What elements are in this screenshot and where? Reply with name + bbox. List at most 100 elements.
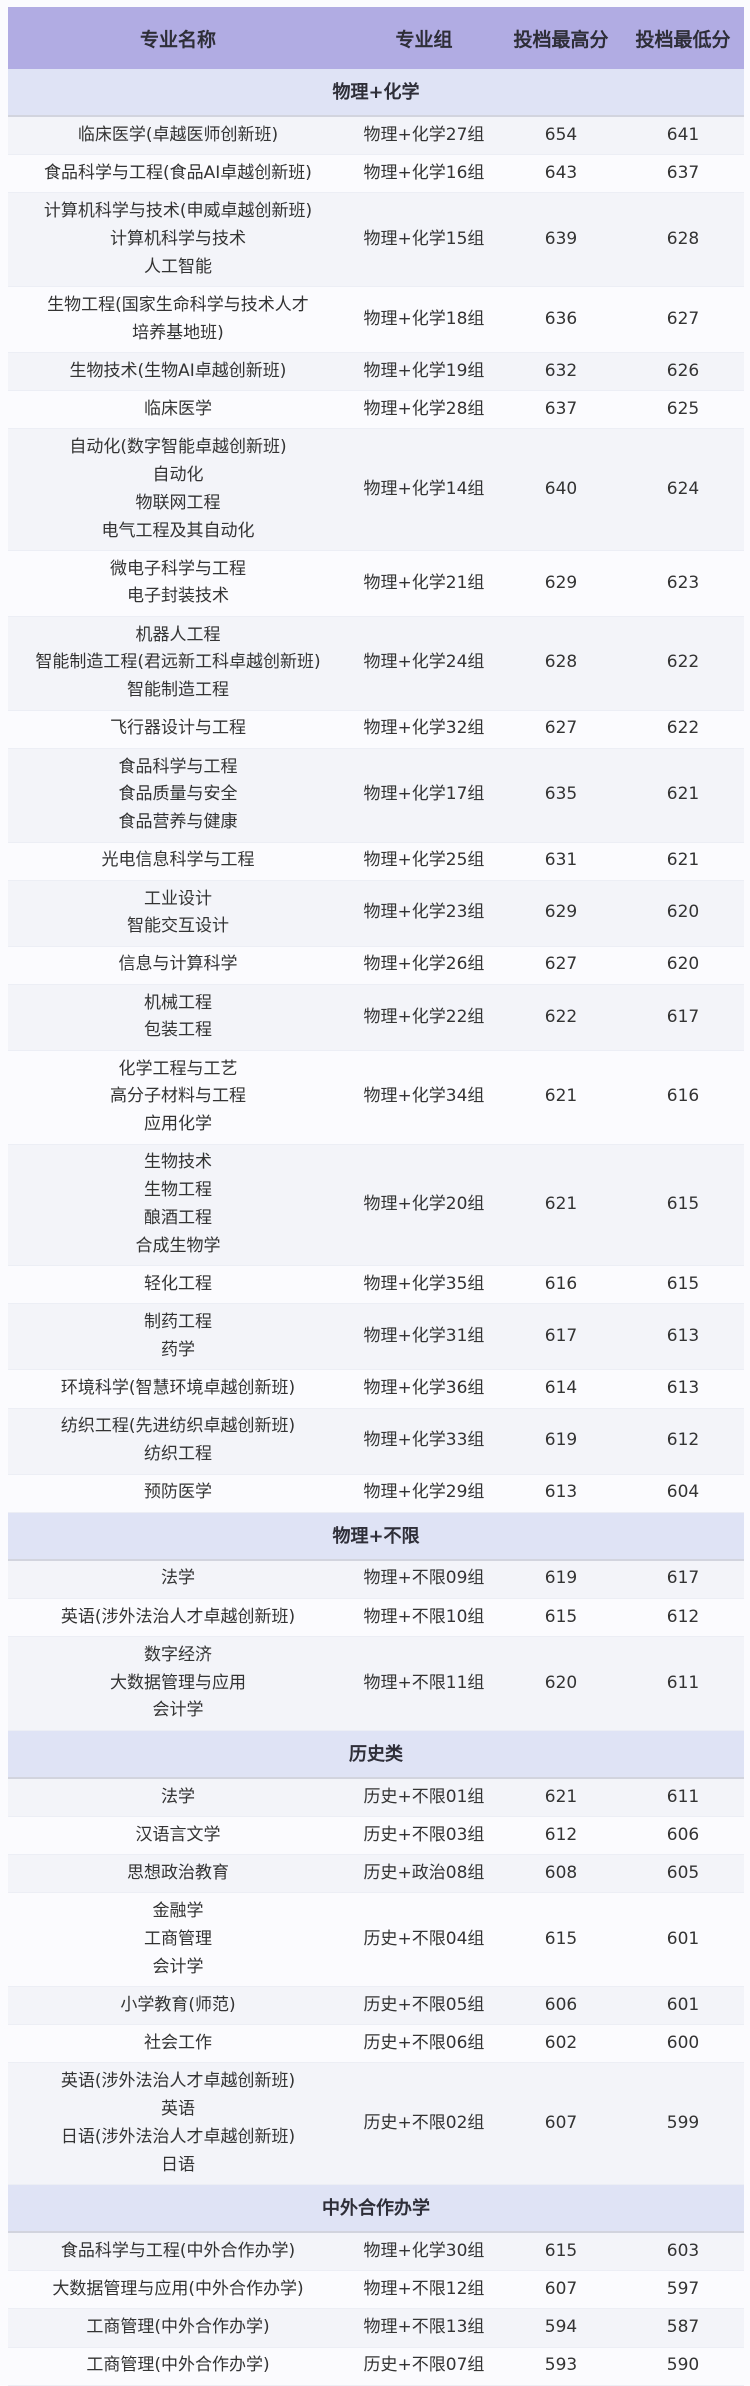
major-group: 物理+化学26组 — [363, 954, 485, 975]
major-name: 思想政治教育 — [127, 1862, 229, 1883]
table-row: 生物技术(生物AI卓越创新班) 物理+化学19组 632 626 — [8, 353, 744, 392]
major-name: 制药工程 — [144, 1312, 212, 1333]
major-group: 物理+化学24组 — [363, 652, 485, 673]
major-group: 物理+化学35组 — [363, 1273, 485, 1294]
max-score: 594 — [544, 2317, 578, 2338]
major-name: 纺织工程(先进纺织卓越创新班) — [60, 1416, 296, 1437]
table-row: 机械工程包装工程 物理+化学22组 622 617 — [8, 984, 744, 1051]
min-score: 606 — [666, 1824, 700, 1845]
major-group: 物理+化学22组 — [363, 1006, 485, 1027]
major-group: 物理+化学29组 — [363, 1482, 485, 1503]
major-name: 汉语言文学 — [135, 1824, 221, 1845]
major-name: 食品科学与工程 — [118, 756, 238, 777]
table-row: 数字经济 大数据管理与应用 会计学 物理+不限11组 620 611 — [8, 1637, 744, 1731]
min-score: 617 — [666, 1568, 700, 1589]
major-name-cell: 法学 — [8, 1565, 348, 1593]
major-group: 历史+不限01组 — [363, 1786, 485, 1807]
major-name-cell: 英语(涉外法治人才卓越创新班) — [8, 1604, 348, 1632]
major-name: 纺织工程 — [144, 1444, 212, 1465]
major-name: 酿酒工程 — [144, 1207, 212, 1228]
major-name: 食品科学与工程(食品AI卓越创新班) — [44, 162, 312, 183]
major-name: 智能交互设计 — [127, 916, 229, 937]
min-score: 620 — [666, 954, 700, 975]
min-score: 611 — [666, 1672, 700, 1693]
max-score: 621 — [544, 1194, 578, 1215]
max-score: 608 — [544, 1862, 578, 1883]
major-name: 大数据管理与应用 — [110, 1672, 246, 1693]
max-score: 629 — [544, 902, 578, 923]
max-score: 602 — [544, 2032, 578, 2053]
min-score: 600 — [666, 2032, 700, 2053]
major-group: 物理+化学15组 — [363, 228, 485, 249]
major-name-cell: 临床医学 — [8, 396, 348, 424]
major-name: 生物工程 — [144, 1180, 212, 1201]
table-row: 制药工程 药学 物理+化学31组 617 613 — [8, 1304, 744, 1371]
min-score: 624 — [666, 478, 700, 499]
max-score: 654 — [544, 124, 578, 145]
major-name: 机械工程 — [144, 992, 212, 1013]
max-score: 593 — [544, 2355, 578, 2376]
table-row: 食品科学与工程 食品质量与安全 食品营养与健康 物理+化学17组 635 621 — [8, 748, 744, 843]
table-row: 光电信息科学与工程 物理+化学25组 631 621 — [8, 842, 744, 881]
section-header: 物理+化学 — [8, 69, 744, 117]
major-name: 培养基地班) — [132, 322, 224, 343]
min-score: 622 — [666, 718, 700, 739]
major-name-cell: 工商管理(中外合作办学) — [8, 2352, 348, 2380]
min-score: 599 — [666, 2112, 700, 2133]
min-score: 597 — [666, 2278, 700, 2299]
major-name: 数字经济 — [144, 1644, 212, 1665]
min-score: 623 — [666, 572, 700, 593]
major-name: 大数据管理与应用(中外合作办学) — [52, 2278, 304, 2299]
major-name-cell: 临床医学(卓越医师创新班) — [8, 122, 348, 150]
major-group: 物理+化学17组 — [363, 784, 485, 805]
max-score: 643 — [544, 162, 578, 183]
max-score: 640 — [544, 478, 578, 499]
major-group: 物理+化学33组 — [363, 1430, 485, 1451]
table-row: 金融学 工商管理 会计学 历史+不限04组 615 601 — [8, 1893, 744, 1988]
max-score: 622 — [544, 1006, 578, 1027]
major-name-cell: 工业设计 智能交互设计 — [8, 886, 348, 942]
major-group: 物理+不限09组 — [363, 1568, 485, 1589]
table-row: 社会工作 历史+不限06组 602 600 — [8, 2025, 744, 2064]
min-score: 626 — [666, 360, 700, 381]
min-score: 590 — [666, 2355, 700, 2376]
major-name: 英语(涉外法治人才卓越创新班) — [60, 1606, 296, 1627]
major-name: 临床医学(卓越医师创新班) — [77, 124, 279, 145]
major-name-cell: 环境科学(智慧环境卓越创新班) — [8, 1375, 348, 1403]
major-name-cell: 纺织工程(先进纺织卓越创新班) 纺织工程 — [8, 1413, 348, 1469]
major-name: 轻化工程 — [144, 1273, 212, 1294]
max-score: 627 — [544, 718, 578, 739]
max-score: 629 — [544, 572, 578, 593]
major-name: 会计学 — [152, 1700, 204, 1721]
major-name: 法学 — [161, 1786, 195, 1807]
max-score: 627 — [544, 954, 578, 975]
major-name: 小学教育(师范) — [120, 1994, 236, 2015]
major-name-cell: 预防医学 — [8, 1479, 348, 1507]
major-name-cell: 飞行器设计与工程 — [8, 715, 348, 743]
major-name: 物联网工程 — [135, 492, 221, 513]
major-name-cell: 信息与计算科学 — [8, 951, 348, 979]
max-score: 635 — [544, 784, 578, 805]
header-major-name: 专业名称 — [139, 28, 216, 51]
min-score: 622 — [666, 652, 700, 673]
major-group: 物理+不限12组 — [363, 2278, 485, 2299]
major-group: 物理+化学31组 — [363, 1326, 485, 1347]
major-name: 微电子科学与工程 — [110, 558, 246, 579]
table-row: 纺织工程(先进纺织卓越创新班) 纺织工程 物理+化学33组 619 612 — [8, 1408, 744, 1475]
max-score: 628 — [544, 652, 578, 673]
major-group: 历史+不限06组 — [363, 2032, 485, 2053]
major-name: 机器人工程 — [135, 624, 221, 645]
major-name-cell: 工商管理(中外合作办学) — [8, 2314, 348, 2342]
major-name-cell: 光电信息科学与工程 — [8, 847, 348, 875]
major-name: 工商管理(中外合作办学) — [86, 2355, 270, 2376]
major-name: 会计学 — [152, 1956, 204, 1977]
table-row: 临床医学(卓越医师创新班) 物理+化学27组 654 641 — [8, 117, 744, 156]
major-name: 临床医学 — [144, 398, 212, 419]
min-score: 625 — [666, 398, 700, 419]
min-score: 617 — [666, 1006, 700, 1027]
min-score: 628 — [666, 228, 700, 249]
major-name-cell: 小学教育(师范) — [8, 1992, 348, 2020]
min-score: 615 — [666, 1273, 700, 1294]
major-name: 包装工程 — [144, 1020, 212, 1041]
table-row: 食品科学与工程(中外合作办学) 物理+化学30组 615 603 — [8, 2233, 744, 2272]
